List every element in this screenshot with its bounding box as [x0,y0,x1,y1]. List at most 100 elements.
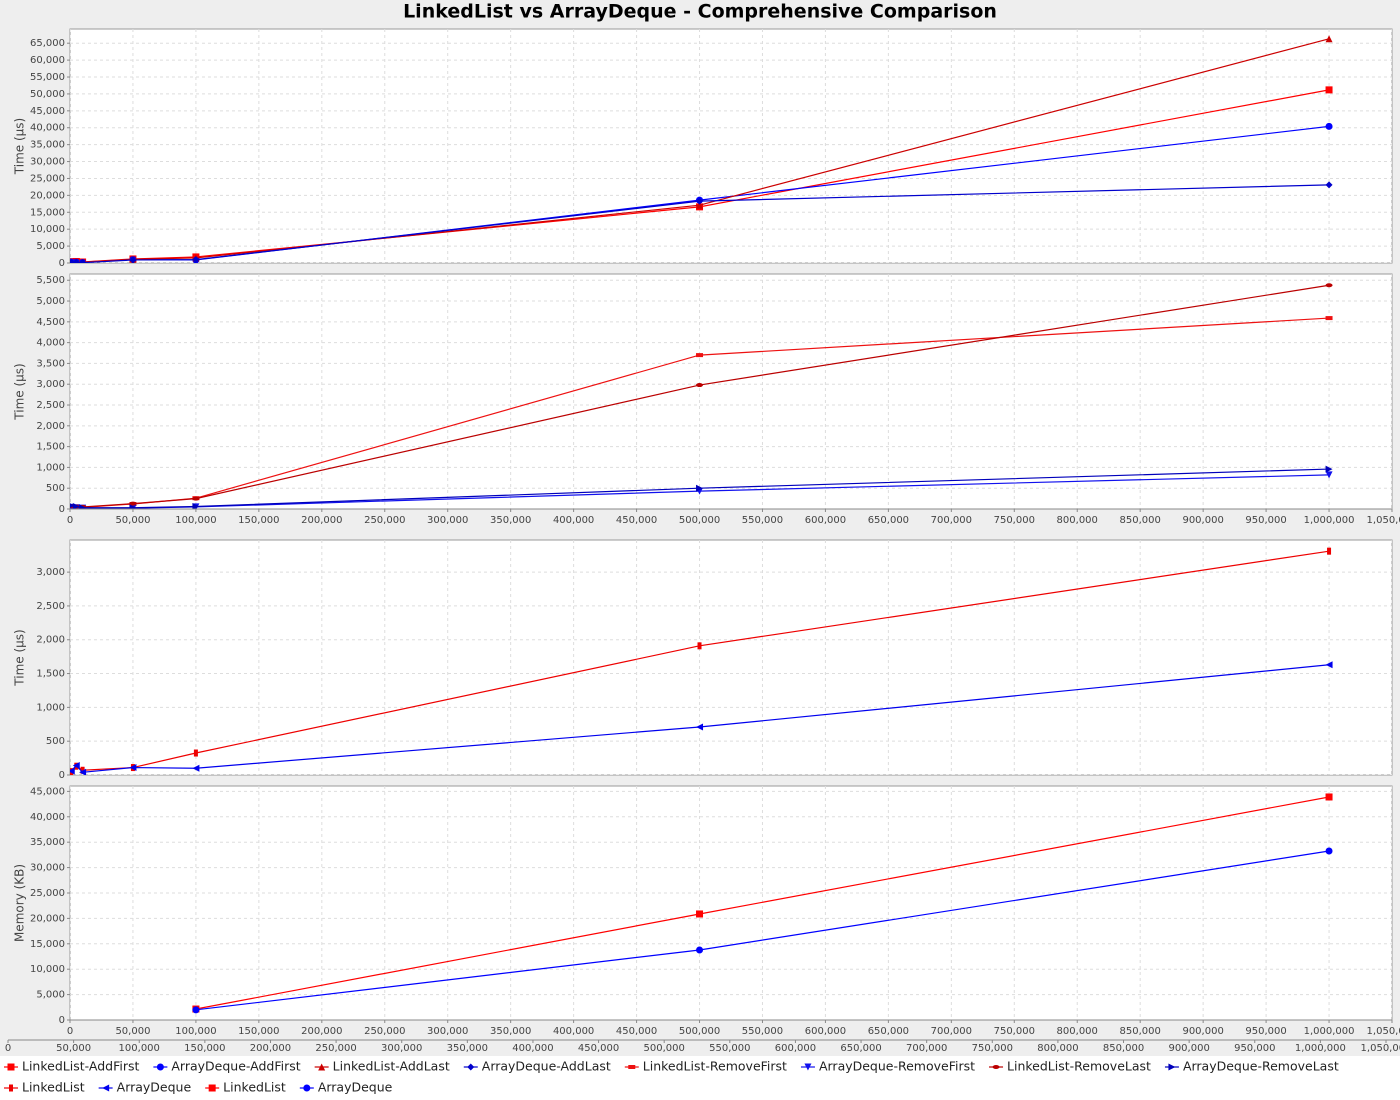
marker [318,1063,326,1071]
x2-tick-label: 100,000 [119,1043,160,1054]
plot-area [69,28,1393,264]
marker [696,910,704,918]
x2-tick-label: 350,000 [447,1043,488,1054]
y-tick-label: 0 [59,1015,65,1026]
marker [192,1006,200,1014]
marker [992,1065,1000,1069]
marker [628,1065,636,1069]
legend-label: ArrayDeque [117,1080,192,1095]
x-tick-label: 400,000 [553,1026,594,1037]
marker [72,503,80,509]
y-tick-label: 40,000 [30,812,65,823]
x2-tick-label: 550,000 [709,1043,750,1054]
x-tick-label: 100,000 [175,1026,216,1037]
y-axis-label: Memory (KB) [13,864,27,942]
x2-tick-label: 800,000 [1037,1043,1078,1054]
marker [1325,86,1333,94]
y-tick-label: 5,500 [36,275,65,286]
x-tick-label: 900,000 [1182,515,1223,526]
marker [1325,316,1333,321]
plot-area [69,539,1393,776]
x-tick-label: 850,000 [1120,1026,1161,1037]
y-tick-label: 50,000 [30,89,65,100]
marker [192,503,200,509]
marker [696,484,704,492]
y-tick-label: 0 [59,770,65,781]
x-tick-label: 600,000 [805,1026,846,1037]
marker [1325,847,1333,855]
legend-label: ArrayDeque-AddLast [482,1059,611,1074]
y-tick-label: 45,000 [30,786,65,797]
marker [1325,661,1333,669]
marker [79,504,87,509]
y-tick-label: 4,000 [36,338,65,349]
y-tick-label: 3,000 [36,567,65,578]
y-tick-label: 60,000 [30,55,65,66]
marker [208,1084,216,1092]
plot-clip [70,786,1392,1020]
marker [129,256,137,263]
x2-tick-label: 50,000 [56,1043,91,1054]
marker [1327,547,1332,555]
x2-tick-label: 1,050,000 [1361,1043,1400,1054]
x-tick-label: 250,000 [364,515,405,526]
legend-label: LinkedList-AddFirst [22,1059,139,1074]
x2-tick-label: 0 [5,1043,11,1054]
y-tick-label: 65,000 [30,38,65,49]
y-tick-label: 1,500 [36,442,65,453]
x2-tick-label: 250,000 [315,1043,356,1054]
marker [7,1063,15,1071]
marker [102,1084,110,1092]
marker [1325,181,1333,189]
chart-title: LinkedList vs ArrayDeque - Comprehensive… [403,1,997,23]
y-tick-label: 35,000 [30,140,65,151]
marker [303,1084,311,1092]
x-tick-label: 1,000,000 [1304,1026,1355,1037]
x-tick-label: 100,000 [175,515,216,526]
marker [1168,1063,1176,1071]
y-tick-label: 30,000 [30,863,65,874]
y-tick-label: 25,000 [30,173,65,184]
y-axis-label: Time (µs) [13,363,27,420]
x-tick-label: 300,000 [427,1026,468,1037]
legend-label: ArrayDeque [318,1080,393,1095]
x-tick-label: 400,000 [553,515,594,526]
x2-tick-label: 850,000 [1103,1043,1144,1054]
y-tick-label: 3,500 [36,358,65,369]
marker [1325,122,1333,130]
x-tick-label: 1,050,000 [1367,1026,1400,1037]
marker [1325,471,1333,479]
x-tick-label: 700,000 [931,515,972,526]
x2-tick-label: 900,000 [1168,1043,1209,1054]
marker [129,764,137,772]
x2-tick-label: 950,000 [1234,1043,1275,1054]
legend-label: LinkedList-AddLast [333,1059,450,1074]
x-tick-label: 150,000 [238,515,279,526]
marker [80,766,85,774]
x-tick-label: 450,000 [616,515,657,526]
plot-clip [70,540,1392,775]
x-tick-label: 150,000 [238,1026,279,1037]
legend-label: LinkedList-RemoveLast [1007,1059,1151,1074]
marker [696,383,704,388]
y-tick-label: 10,000 [30,224,65,235]
x-tick-label: 850,000 [1120,515,1161,526]
plot-clip [70,29,1392,263]
y-tick-label: 5,000 [36,296,65,307]
y-tick-label: 1,000 [36,462,65,473]
y-tick-label: 40,000 [30,123,65,134]
marker [696,201,704,209]
y-tick-label: 5,000 [36,241,65,252]
x2-tick-label: 200,000 [250,1043,291,1054]
x-tick-label: 50,000 [115,1026,150,1037]
marker [72,762,80,770]
x-tick-label: 200,000 [301,515,342,526]
x-tick-label: 700,000 [931,1026,972,1037]
legend-label: ArrayDeque-RemoveLast [1183,1059,1339,1074]
marker [193,749,198,757]
x-tick-label: 1,000,000 [1304,515,1355,526]
x2-tick-label: 600,000 [775,1043,816,1054]
plot-area [69,785,1393,1021]
